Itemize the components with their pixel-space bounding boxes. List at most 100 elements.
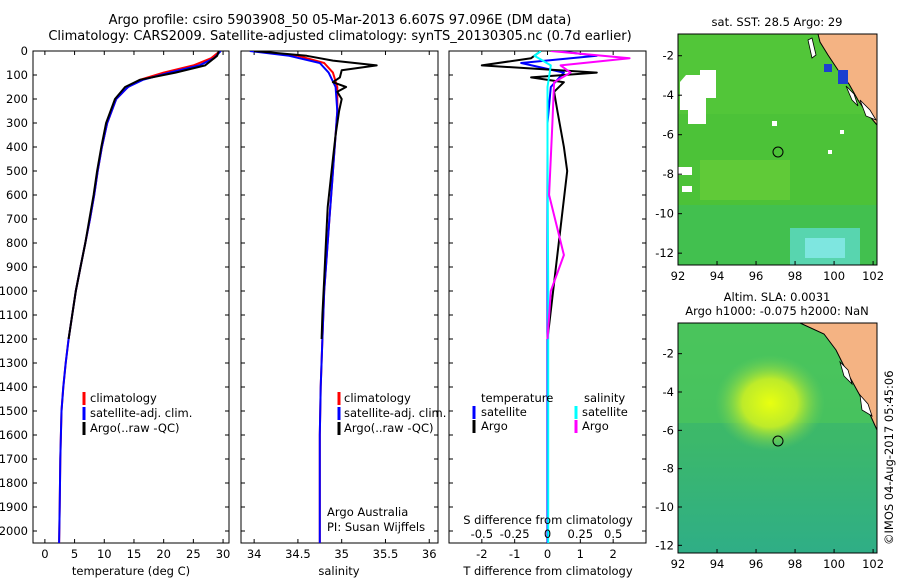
temperature-panel: 0 5 10 15 20 25 30 climatology satellite-adj. … xyxy=(32,50,230,578)
x-tick-label: 34.5 xyxy=(285,547,311,561)
legend-satellite: satellite-adj. clim. xyxy=(90,406,192,420)
sst-map-title: sat. SST: 28.5 Argo: 29 xyxy=(712,15,843,29)
temperature-lines xyxy=(58,51,222,543)
sla-map-frame xyxy=(677,322,878,554)
map-y-tick-label: -10 xyxy=(655,207,674,221)
temperature-x-ticks: 0 5 10 15 20 25 30 xyxy=(41,51,230,561)
legend-temperature-title: temperature xyxy=(481,391,553,405)
map-y-tick-label: -6 xyxy=(663,423,674,437)
x-tick-label: -2 xyxy=(476,547,487,561)
temperature-x-label: temperature (deg C) xyxy=(72,564,190,578)
map-y-tick-label: -10 xyxy=(655,500,674,514)
difference-panel: -2 -1 0 1 2 temperature salinity satellite s… xyxy=(448,50,647,578)
sst-map: sat. SST: 28.5 Argo: 29 92 94 96 98 100 102 -2… xyxy=(655,15,884,283)
map-x-tick-label: 100 xyxy=(823,269,845,283)
x-tick-label: 25 xyxy=(186,547,201,561)
legend-sat-t: satellite xyxy=(481,405,527,419)
sla-map-title1: Altim. SLA: 0.0031 xyxy=(724,290,831,304)
depth-tick-label: 1900 xyxy=(0,500,28,514)
legend-argo-s: Argo xyxy=(582,419,609,433)
map-x-tick-label: 92 xyxy=(671,269,686,283)
depth-tick-label: 500 xyxy=(6,164,28,178)
legend-argo: Argo(..raw -QC) xyxy=(344,421,434,435)
depth-tick-label: 1100 xyxy=(0,308,28,322)
series-argo-s xyxy=(546,51,631,340)
sla-map: Altim. SLA: 0.0031 Argo h1000: -0.075 h2… xyxy=(655,290,884,571)
depth-tick-label: 2000 xyxy=(0,524,28,538)
x-tick-label: 1 xyxy=(577,547,584,561)
map-y-tick-label: -4 xyxy=(663,385,674,399)
s-difference-label: S difference from climatology xyxy=(463,513,633,527)
s-difference-ticks: -0.5 -0.25 0 0.25 0.5 xyxy=(471,527,623,541)
x-tick-label: -1 xyxy=(509,547,520,561)
map-x-tick-label: 96 xyxy=(749,269,764,283)
s-tick-label: 0.5 xyxy=(604,527,622,541)
salinity-lines xyxy=(249,51,378,543)
legend-climatology: climatology xyxy=(90,391,157,405)
salinity-plot-frame xyxy=(240,50,439,544)
x-tick-label: 36 xyxy=(422,547,437,561)
legend-argo-t: Argo xyxy=(481,419,508,433)
s-tick-label: -0.25 xyxy=(500,527,530,541)
x-tick-label: 30 xyxy=(216,547,231,561)
map-y-tick-label: -2 xyxy=(663,347,674,361)
x-tick-label: 20 xyxy=(156,547,171,561)
map-y-tick-label: -2 xyxy=(663,49,674,63)
sst-map-frame xyxy=(677,33,878,266)
map-y-tick-label: -8 xyxy=(663,167,674,181)
depth-tick-label: 100 xyxy=(6,68,28,82)
map-y-tick-label: -12 xyxy=(655,246,674,260)
x-tick-label: 35 xyxy=(334,547,349,561)
depth-tick-label: 0 xyxy=(21,44,28,58)
sla-map-ticks: 92 94 96 98 100 102 -2 -4 -6 -8 -10 -12 xyxy=(655,347,884,571)
depth-tick-label: 1400 xyxy=(0,380,28,394)
legend-climatology: climatology xyxy=(344,391,411,405)
sla-map-title2: Argo h1000: -0.075 h2000: NaN xyxy=(685,304,869,318)
series-argo xyxy=(254,51,378,340)
s-tick-label: -0.5 xyxy=(471,527,493,541)
series-climatology xyxy=(58,51,221,543)
s-tick-label: 0.25 xyxy=(568,527,594,541)
depth-tick-label: 800 xyxy=(6,236,28,250)
salinity-legend: climatology satellite-adj. clim. Argo(..… xyxy=(337,391,446,435)
legend-argo: Argo(..raw -QC) xyxy=(90,421,180,435)
series-satellite-s xyxy=(533,51,552,543)
map-x-tick-label: 92 xyxy=(671,557,686,571)
map-x-tick-label: 98 xyxy=(788,557,803,571)
depth-tick-label: 200 xyxy=(6,92,28,106)
chart-title-line2: Climatology: CARS2009. Satellite-adjuste… xyxy=(48,29,632,44)
map-y-tick-label: -6 xyxy=(663,128,674,142)
sst-map-image xyxy=(678,33,878,265)
depth-tick-label: 1300 xyxy=(0,356,28,370)
x-tick-label: 34 xyxy=(247,547,262,561)
depth-tick-label: 1200 xyxy=(0,332,28,346)
temperature-legend: climatology satellite-adj. clim. Argo(..… xyxy=(82,391,192,435)
series-satellite-adj-clim- xyxy=(58,51,222,543)
legend-satellite: satellite-adj. clim. xyxy=(344,406,446,420)
depth-tick-label: 1600 xyxy=(0,428,28,442)
map-x-tick-label: 98 xyxy=(788,269,803,283)
x-tick-label: 35.5 xyxy=(373,547,399,561)
map-y-tick-label: -8 xyxy=(663,462,674,476)
x-tick-label: 5 xyxy=(71,547,78,561)
map-x-tick-label: 94 xyxy=(710,269,725,283)
x-tick-label: 0 xyxy=(544,547,551,561)
difference-x-ticks: -2 -1 0 1 2 xyxy=(476,51,617,561)
depth-tick-label: 900 xyxy=(6,260,28,274)
map-x-tick-label: 102 xyxy=(862,557,884,571)
series-argo xyxy=(67,51,220,340)
salinity-x-label: salinity xyxy=(318,564,359,578)
depth-axis: 0 100 200 300 400 500 600 700 800 900 1000 1100 1200… xyxy=(0,44,646,538)
map-x-tick-label: 100 xyxy=(823,557,845,571)
depth-tick-label: 1000 xyxy=(0,284,28,298)
depth-tick-label: 400 xyxy=(6,140,28,154)
t-difference-x-label: T difference from climatology xyxy=(462,564,633,578)
temperature-plot-frame xyxy=(32,50,230,544)
legend-sat-s: satellite xyxy=(582,405,628,419)
depth-tick-label: 700 xyxy=(6,212,28,226)
depth-tick-label: 1500 xyxy=(0,404,28,418)
s-tick-label: 0 xyxy=(544,527,551,541)
x-tick-label: 10 xyxy=(97,547,112,561)
series-argo-t xyxy=(480,51,598,340)
map-x-tick-label: 94 xyxy=(710,557,725,571)
